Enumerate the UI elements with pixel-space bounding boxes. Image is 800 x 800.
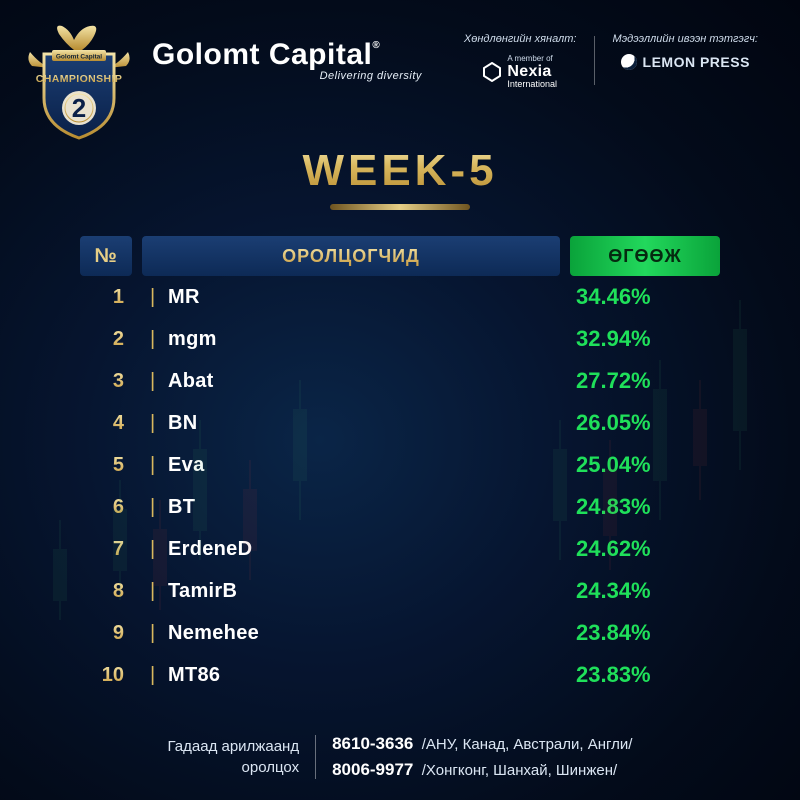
table-row: 2 | mgm 32.94% — [80, 318, 720, 360]
cell-divider: | — [142, 454, 158, 477]
cell-divider: | — [142, 580, 158, 603]
cell-divider: | — [142, 328, 158, 351]
cell-name: BN — [168, 412, 560, 435]
cell-yield: 24.83% — [570, 494, 720, 520]
cell-yield: 26.05% — [570, 410, 720, 436]
lemonpress-logo: LEMON PRESS — [612, 54, 758, 70]
table-row: 6 | BT 24.83% — [80, 486, 720, 528]
cell-divider: | — [142, 412, 158, 435]
shield-main-text: CHAMPIONSHIP — [36, 73, 122, 85]
cell-name: Eva — [168, 454, 560, 477]
header-yield: ӨГӨӨЖ — [570, 236, 720, 276]
cell-divider: | — [142, 370, 158, 393]
table-header: № ОРОЛЦОГЧИД ӨГӨӨЖ — [80, 236, 720, 276]
cell-rank: 3 — [80, 370, 132, 393]
cell-yield: 32.94% — [570, 326, 720, 352]
hexagon-icon — [483, 62, 501, 82]
partner-nexia: Хөндлөнгийн хяналт: A member of Nexia In… — [446, 32, 595, 89]
cell-yield: 25.04% — [570, 452, 720, 478]
cell-name: TamirB — [168, 580, 560, 603]
footer-phone-1: 8610-3636 — [332, 734, 413, 753]
header-participants: ОРОЛЦОГЧИД — [142, 236, 560, 276]
cell-divider: | — [142, 538, 158, 561]
partner-caption: Мэдээллийн ивээн тэтгэгч: — [612, 32, 758, 46]
cell-yield: 23.84% — [570, 620, 720, 646]
cell-divider: | — [142, 286, 158, 309]
shield-banner-text: Golomt Capital — [56, 54, 102, 61]
footer-regions-1: /АНУ, Канад, Австрали, Англи/ — [422, 736, 633, 753]
cell-rank: 6 — [80, 496, 132, 519]
table-row: 4 | BN 26.05% — [80, 402, 720, 444]
cell-rank: 9 — [80, 622, 132, 645]
table-row: 9 | Nemehee 23.84% — [80, 612, 720, 654]
cell-rank: 5 — [80, 454, 132, 477]
table-row: 5 | Eva 25.04% — [80, 444, 720, 486]
cell-rank: 4 — [80, 412, 132, 435]
cell-rank: 2 — [80, 328, 132, 351]
nexia-logo: A member of Nexia International — [464, 54, 577, 89]
brand-name: Golomt Capital® — [152, 38, 428, 72]
cell-name: Abat — [168, 370, 560, 393]
brand-block: Golomt Capital® Delivering diversity — [152, 20, 428, 82]
footer-line: 8006-9977 /Хонгконг, Шанхай, Шинжен/ — [332, 757, 632, 783]
championship-shield-logo: Golomt Capital CHAMPIONSHIP 2 — [24, 20, 134, 140]
footer-regions-2: /Хонгконг, Шанхай, Шинжен/ — [422, 762, 617, 779]
cell-name: MR — [168, 286, 560, 309]
footer-line: 8610-3636 /АНУ, Канад, Австрали, Англи/ — [332, 731, 632, 757]
lemon-icon — [621, 54, 637, 70]
nexia-pre: A member of — [507, 54, 557, 63]
footer-left-line2: оролцох — [168, 757, 300, 778]
nexia-sub: International — [507, 79, 557, 89]
cell-name: mgm — [168, 328, 560, 351]
cell-rank: 8 — [80, 580, 132, 603]
table-body: 1 | MR 34.46% 2 | mgm 32.94% 3 | Abat 27.72% 4 | BN 26.… — [80, 276, 720, 696]
partners: Хөндлөнгийн хяналт: A member of Nexia In… — [446, 20, 776, 89]
footer: Гадаад арилжаанд оролцох 8610-3636 /АНУ,… — [0, 731, 800, 782]
cell-yield: 27.72% — [570, 368, 720, 394]
footer-phone-2: 8006-9977 — [332, 760, 413, 779]
partner-lemonpress: Мэдээллийн ивээн тэтгэгч: LEMON PRESS — [594, 32, 776, 89]
cell-name: ErdeneD — [168, 538, 560, 561]
cell-rank: 10 — [80, 664, 132, 687]
cell-yield: 24.62% — [570, 536, 720, 562]
cell-name: BT — [168, 496, 560, 519]
cell-yield: 34.46% — [570, 284, 720, 310]
header-rank: № — [80, 236, 132, 276]
table-row: 10 | MT86 23.83% — [80, 654, 720, 696]
footer-left-line1: Гадаад арилжаанд — [168, 736, 300, 757]
table-row: 3 | Abat 27.72% — [80, 360, 720, 402]
footer-left: Гадаад арилжаанд оролцох — [168, 736, 300, 778]
cell-name: Nemehee — [168, 622, 560, 645]
partner-caption: Хөндлөнгийн хяналт: — [464, 32, 577, 46]
table-row: 8 | TamirB 24.34% — [80, 570, 720, 612]
header: Golomt Capital CHAMPIONSHIP 2 Golomt Cap… — [0, 0, 800, 140]
footer-divider — [315, 735, 316, 779]
week-title: WEEK-5 — [0, 146, 800, 196]
week-heading: WEEK-5 — [0, 146, 800, 210]
cell-rank: 1 — [80, 286, 132, 309]
cell-rank: 7 — [80, 538, 132, 561]
registered-mark: ® — [372, 40, 380, 51]
cell-yield: 24.34% — [570, 578, 720, 604]
cell-divider: | — [142, 622, 158, 645]
leaderboard: № ОРОЛЦОГЧИД ӨГӨӨЖ 1 | MR 34.46% 2 | mgm 32.94%… — [80, 236, 720, 696]
gold-underline — [330, 204, 470, 210]
cell-divider: | — [142, 496, 158, 519]
table-row: 7 | ErdeneD 24.62% — [80, 528, 720, 570]
table-row: 1 | MR 34.46% — [80, 276, 720, 318]
brand-name-text: Golomt Capital — [152, 38, 372, 71]
lemonpress-text: LEMON PRESS — [643, 54, 750, 70]
cell-name: MT86 — [168, 664, 560, 687]
nexia-name: Nexia — [507, 63, 551, 80]
cell-divider: | — [142, 664, 158, 687]
cell-yield: 23.83% — [570, 662, 720, 688]
footer-right: 8610-3636 /АНУ, Канад, Австрали, Англи/ … — [332, 731, 632, 782]
shield-edition: 2 — [72, 93, 86, 123]
